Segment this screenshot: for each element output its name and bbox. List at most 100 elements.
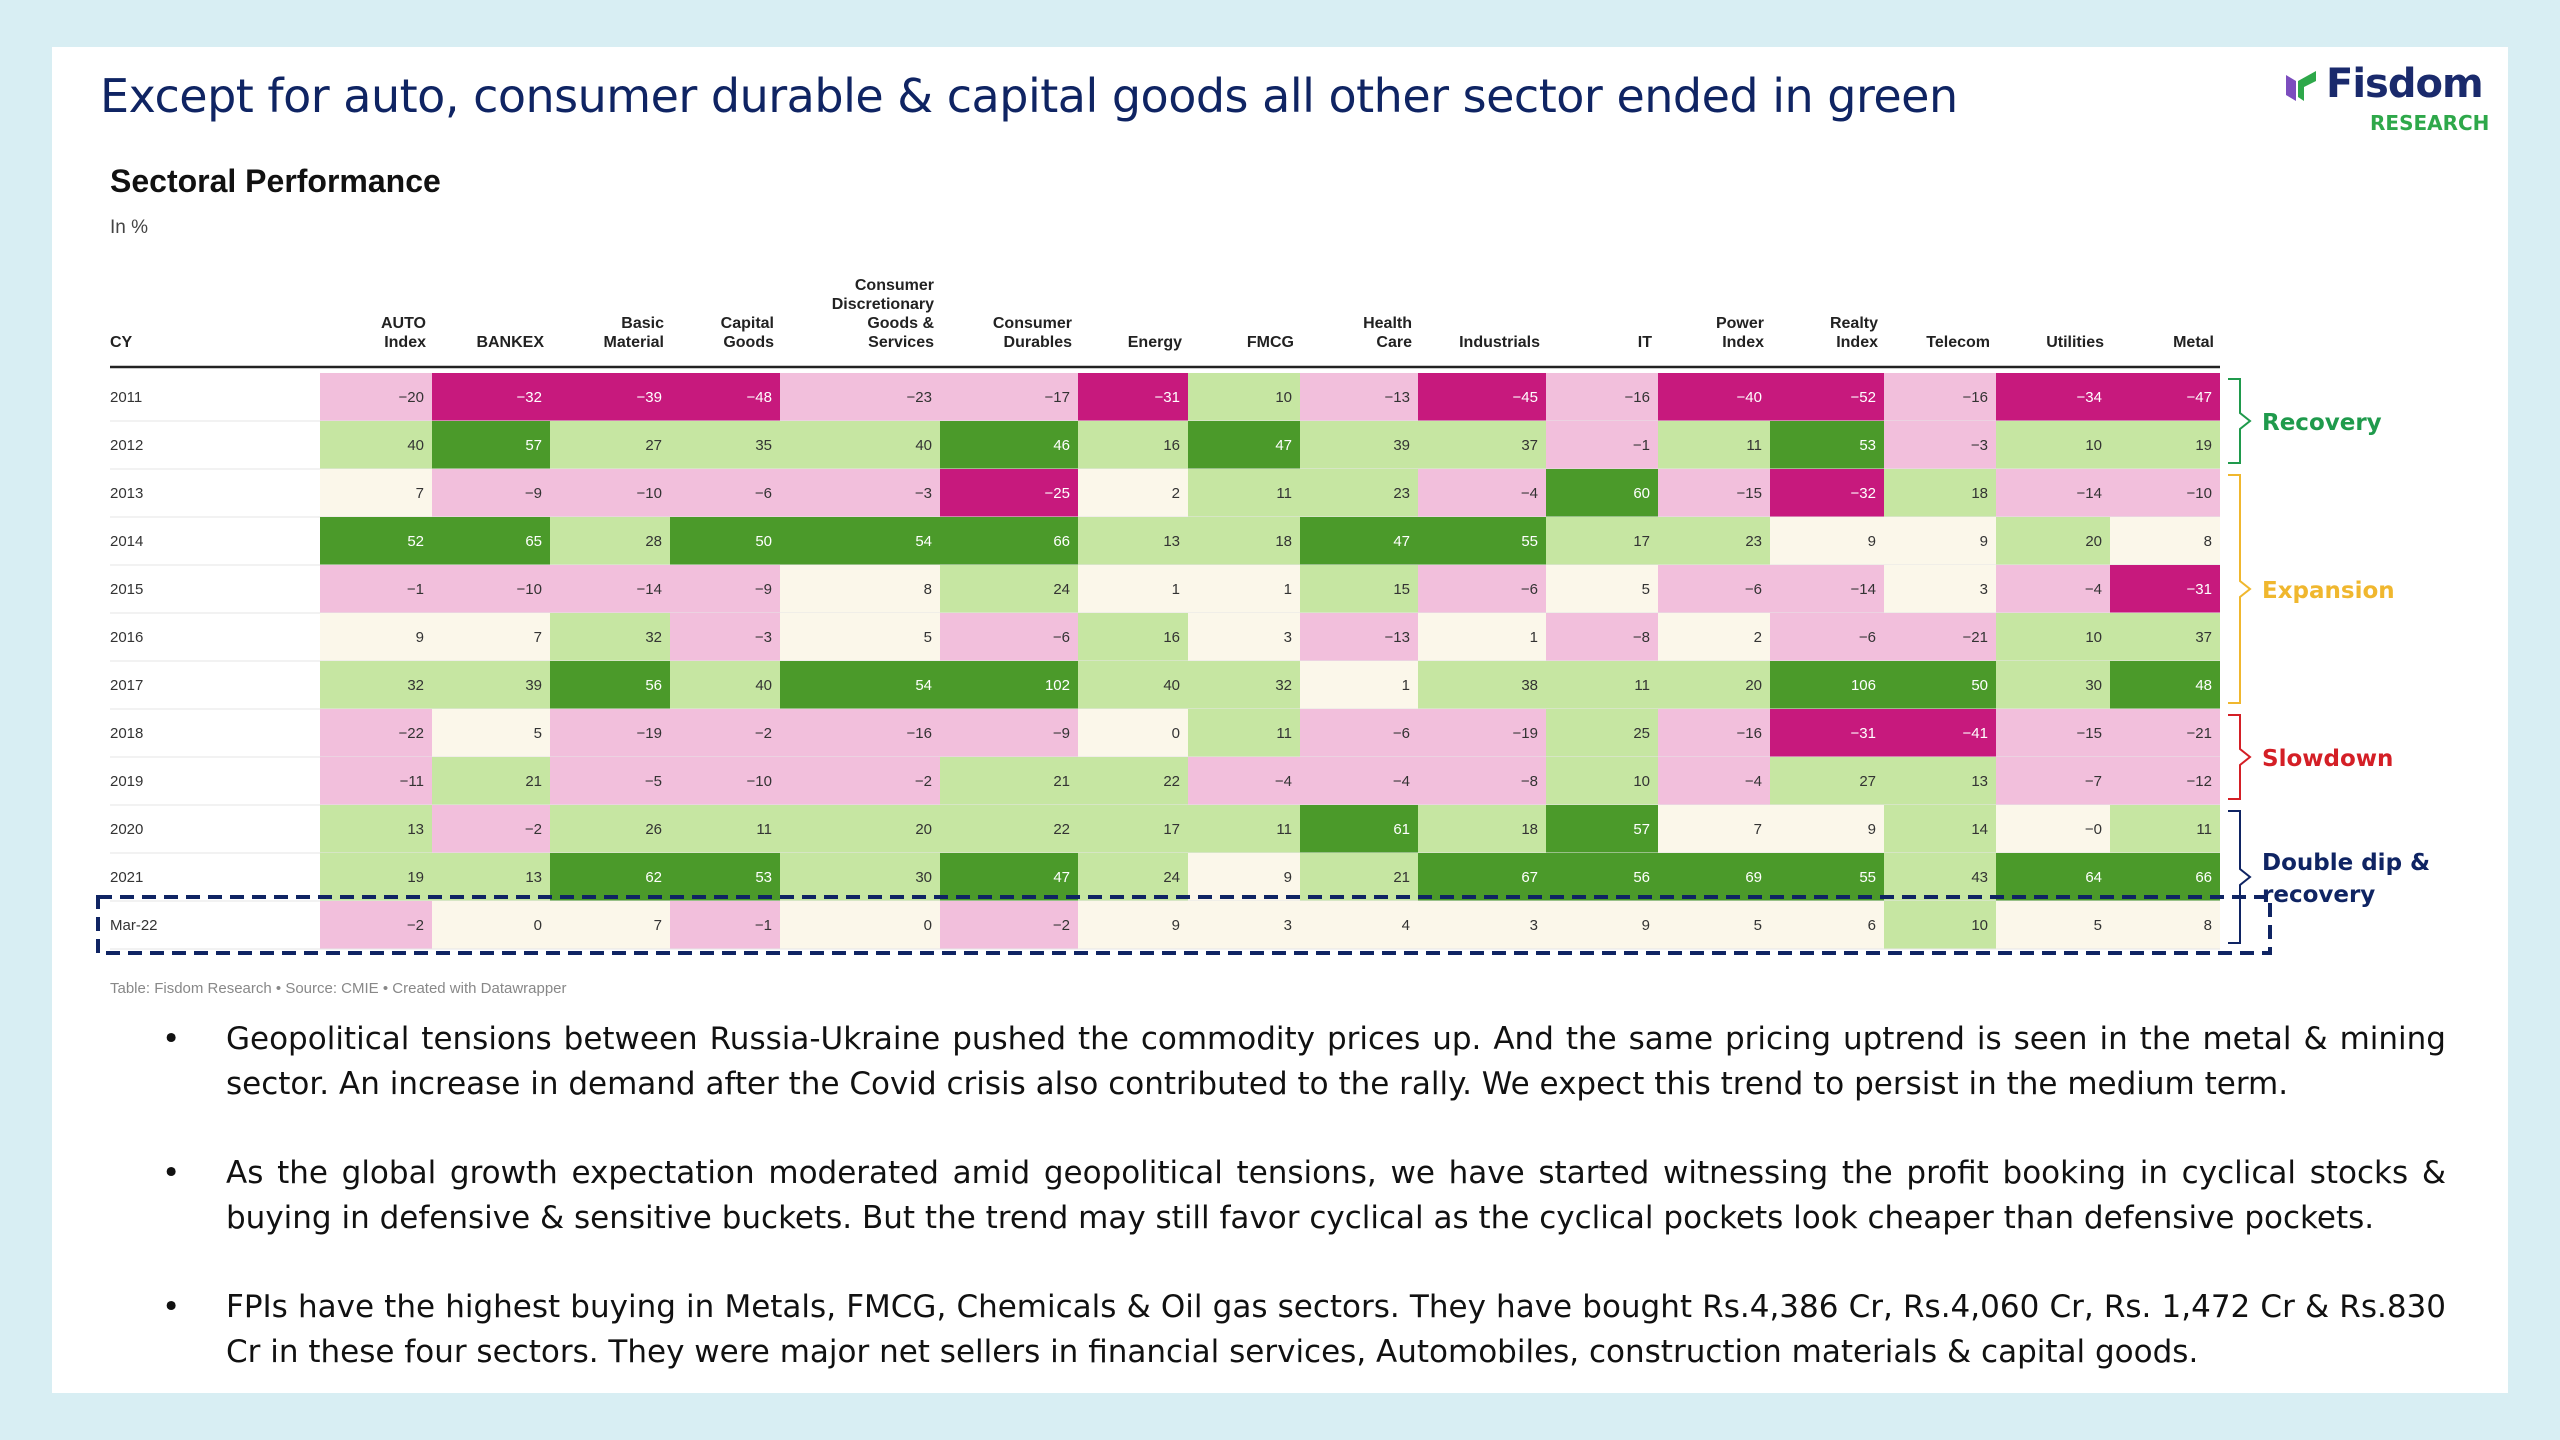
heatmap-cell <box>2110 565 2220 613</box>
heatmap-cell <box>1770 901 1884 949</box>
cell-value: 11 <box>1276 725 1292 742</box>
cell-value: −8 <box>1633 629 1650 646</box>
cell-value: −19 <box>637 725 662 742</box>
cell-value: 19 <box>2195 437 2212 454</box>
heatmap-cell <box>670 469 780 517</box>
cell-value: 2 <box>1172 485 1180 502</box>
heatmap-cell <box>1996 805 2110 853</box>
phase-label: recovery <box>2262 882 2375 908</box>
cell-value: −14 <box>2077 485 2102 502</box>
heatmap-cell <box>432 565 550 613</box>
heatmap-cell <box>1300 757 1418 805</box>
phase-label: Expansion <box>2262 578 2395 604</box>
heatmap-cell <box>1658 421 1770 469</box>
heatmap-cell <box>1418 805 1546 853</box>
column-header: Consumer <box>855 277 934 294</box>
heatmap-cell <box>320 853 432 901</box>
cell-value: 3 <box>1284 629 1292 646</box>
cell-value: 47 <box>1275 437 1292 454</box>
heatmap-cell <box>550 757 670 805</box>
cell-value: 23 <box>1393 485 1410 502</box>
cell-value: −5 <box>645 773 662 790</box>
heatmap-cell <box>320 421 432 469</box>
cell-value: 106 <box>1851 677 1876 694</box>
heatmap-cell <box>1188 373 1300 421</box>
heatmap-cell <box>432 373 550 421</box>
column-header: FMCG <box>1247 334 1294 351</box>
cell-value: 39 <box>1393 437 1410 454</box>
heatmap-cell <box>1300 373 1418 421</box>
cell-value: 35 <box>755 437 772 454</box>
cell-value: 7 <box>534 629 542 646</box>
cell-value: −13 <box>1385 629 1410 646</box>
cell-value: 9 <box>1868 821 1876 838</box>
heatmap-cell <box>780 613 940 661</box>
cell-value: 57 <box>525 437 542 454</box>
cell-value: −15 <box>2077 725 2102 742</box>
column-header: Care <box>1376 334 1412 351</box>
heatmap-cell <box>2110 709 2220 757</box>
cell-value: −52 <box>1851 389 1876 406</box>
cell-value: 6 <box>1868 917 1876 934</box>
phase-bracket <box>2228 474 2252 704</box>
cell-value: 26 <box>645 821 662 838</box>
heatmap-cell <box>550 661 670 709</box>
cell-value: 0 <box>924 917 932 934</box>
cell-value: 16 <box>1163 437 1180 454</box>
heatmap-cell <box>1078 517 1188 565</box>
heatmap-cell <box>1658 709 1770 757</box>
cell-value: −16 <box>907 725 932 742</box>
cell-value: 3 <box>1980 581 1988 598</box>
logo-subtitle: RESEARCH <box>2370 111 2490 135</box>
heatmap-cell <box>320 613 432 661</box>
cell-value: 0 <box>1172 725 1180 742</box>
heatmap-cell <box>780 469 940 517</box>
bullet-text: Geopolitical tensions between Russia-Ukr… <box>226 1021 2446 1102</box>
cell-value: −20 <box>399 389 424 406</box>
heatmap-cell <box>320 517 432 565</box>
heatmap-cell <box>1996 709 2110 757</box>
cell-value: 52 <box>407 533 424 550</box>
heatmap-cell <box>940 373 1078 421</box>
cell-value: 20 <box>915 821 932 838</box>
row-header-label: CY <box>110 334 133 351</box>
column-header: Index <box>384 334 426 351</box>
phase-bracket <box>2228 810 2252 944</box>
cell-value: −1 <box>1633 437 1650 454</box>
heatmap-cell <box>670 901 780 949</box>
cell-value: 50 <box>1971 677 1988 694</box>
cell-value: 66 <box>1053 533 1070 550</box>
phase-bracket <box>2228 378 2252 464</box>
cell-value: 17 <box>1163 821 1180 838</box>
heatmap-cell <box>550 421 670 469</box>
cell-value: 11 <box>756 821 772 838</box>
cell-value: 66 <box>2195 869 2212 886</box>
heatmap-cell <box>670 661 780 709</box>
heatmap-cell <box>1078 421 1188 469</box>
column-header: BANKEX <box>476 334 544 351</box>
cell-value: 18 <box>1521 821 1538 838</box>
heatmap-cell <box>1996 661 2110 709</box>
heatmap-cell <box>1188 613 1300 661</box>
heatmap-cell <box>2110 373 2220 421</box>
heatmap-cell <box>1546 613 1658 661</box>
column-header: Health <box>1363 315 1412 332</box>
cell-value: 69 <box>1745 869 1762 886</box>
cell-value: 53 <box>1859 437 1876 454</box>
cell-value: −10 <box>747 773 772 790</box>
heatmap-cell <box>1770 709 1884 757</box>
heatmap-cell <box>1770 565 1884 613</box>
heatmap-cell <box>1546 661 1658 709</box>
cell-value: 1 <box>1402 677 1410 694</box>
cell-value: 20 <box>2085 533 2102 550</box>
heatmap-cell <box>780 853 940 901</box>
column-header: Realty <box>1830 315 1878 332</box>
cell-value: −2 <box>755 725 772 742</box>
heatmap-cell <box>1884 709 1996 757</box>
chart-title: Sectoral Performance <box>110 163 441 199</box>
cell-value: 32 <box>645 629 662 646</box>
heatmap-cell <box>1078 853 1188 901</box>
heatmap-cell <box>1418 469 1546 517</box>
heatmap-cell <box>1188 853 1300 901</box>
cell-value: −19 <box>1513 725 1538 742</box>
